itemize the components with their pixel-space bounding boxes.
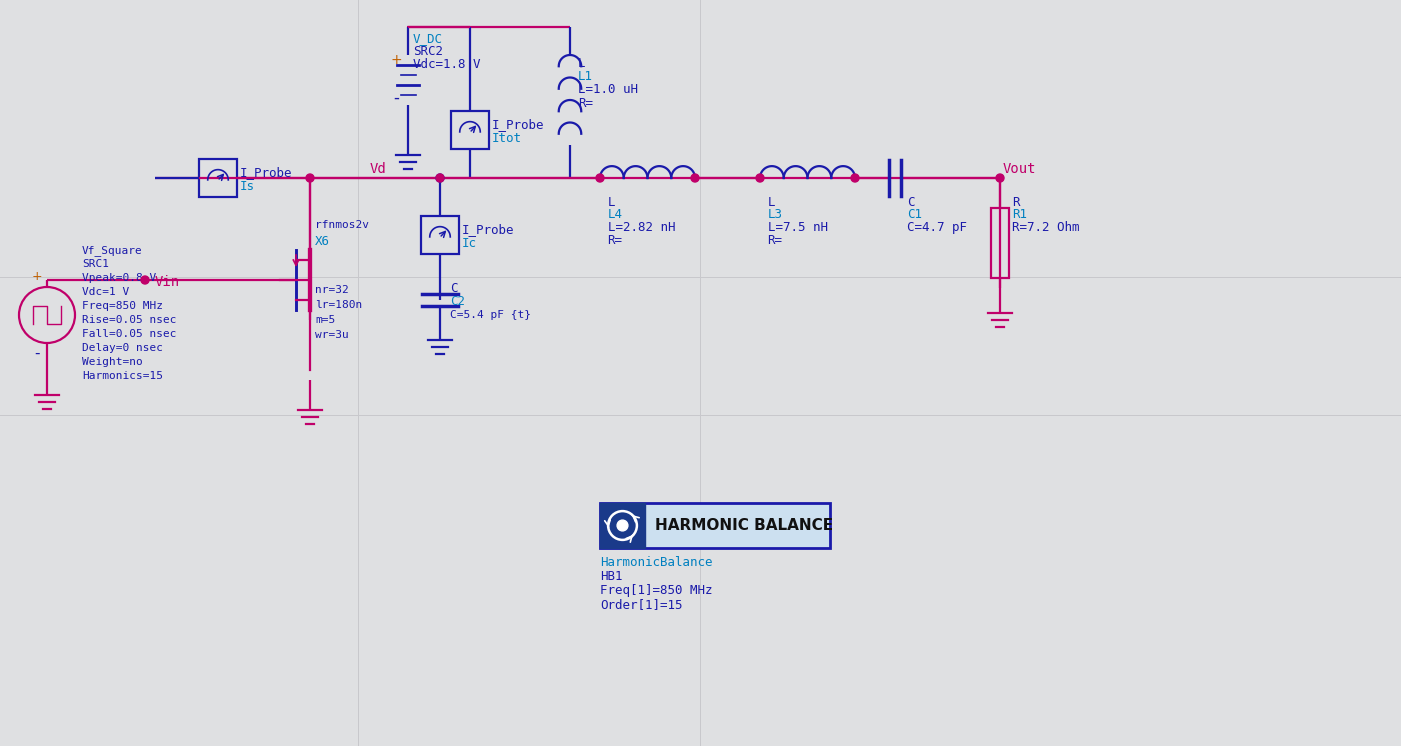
Text: C2: C2 bbox=[450, 295, 465, 308]
Text: Itot: Itot bbox=[492, 132, 523, 145]
Bar bbox=[420, 216, 460, 254]
Text: HarmonicBalance: HarmonicBalance bbox=[600, 556, 713, 569]
Bar bbox=[451, 111, 489, 149]
Text: L=1.0 uH: L=1.0 uH bbox=[579, 83, 637, 96]
Text: +: + bbox=[391, 53, 402, 67]
Text: nr=32: nr=32 bbox=[315, 285, 349, 295]
Text: L=2.82 nH: L=2.82 nH bbox=[608, 221, 675, 234]
Text: Fall=0.05 nsec: Fall=0.05 nsec bbox=[83, 329, 177, 339]
Text: lr=180n: lr=180n bbox=[315, 300, 363, 310]
Circle shape bbox=[616, 520, 628, 531]
Text: R: R bbox=[1012, 196, 1020, 209]
Text: m=5: m=5 bbox=[315, 315, 335, 325]
Text: Vin: Vin bbox=[156, 275, 181, 289]
Text: Delay=0 nsec: Delay=0 nsec bbox=[83, 343, 163, 353]
Text: L3: L3 bbox=[768, 208, 783, 221]
Text: C=5.4 pF {t}: C=5.4 pF {t} bbox=[450, 310, 531, 320]
Text: SRC1: SRC1 bbox=[83, 259, 109, 269]
Circle shape bbox=[850, 174, 859, 182]
Bar bbox=[600, 503, 644, 548]
Bar bbox=[199, 159, 237, 197]
Text: I_Probe: I_Probe bbox=[240, 166, 293, 179]
Text: Rise=0.05 nsec: Rise=0.05 nsec bbox=[83, 315, 177, 325]
Text: Is: Is bbox=[240, 180, 255, 193]
Text: C: C bbox=[450, 282, 458, 295]
Text: Freq=850 MHz: Freq=850 MHz bbox=[83, 301, 163, 311]
Text: Vpeak=0.8 V: Vpeak=0.8 V bbox=[83, 273, 157, 283]
Circle shape bbox=[996, 174, 1005, 182]
Text: -: - bbox=[34, 345, 39, 360]
Text: HARMONIC BALANCE: HARMONIC BALANCE bbox=[656, 518, 834, 533]
Text: L4: L4 bbox=[608, 208, 622, 221]
Text: C: C bbox=[906, 196, 915, 209]
Circle shape bbox=[757, 174, 764, 182]
Text: Harmonics=15: Harmonics=15 bbox=[83, 371, 163, 381]
Text: Vout: Vout bbox=[1003, 162, 1037, 176]
Bar bbox=[991, 208, 1009, 278]
Text: R=: R= bbox=[608, 234, 622, 247]
Bar bbox=[600, 503, 829, 548]
Text: Vf_Square: Vf_Square bbox=[83, 245, 143, 256]
Text: V_DC: V_DC bbox=[413, 32, 443, 45]
Text: Vdc=1.8 V: Vdc=1.8 V bbox=[413, 58, 481, 71]
Text: X6: X6 bbox=[315, 235, 331, 248]
Text: C1: C1 bbox=[906, 208, 922, 221]
Circle shape bbox=[691, 174, 699, 182]
Text: Freq[1]=850 MHz: Freq[1]=850 MHz bbox=[600, 584, 713, 597]
Circle shape bbox=[436, 174, 444, 182]
Text: R=: R= bbox=[579, 97, 593, 110]
Text: -: - bbox=[394, 89, 399, 107]
Text: I_Probe: I_Probe bbox=[492, 118, 545, 131]
Text: R=: R= bbox=[768, 234, 783, 247]
Text: R1: R1 bbox=[1012, 208, 1027, 221]
Text: L: L bbox=[768, 196, 775, 209]
Text: Vdc=1 V: Vdc=1 V bbox=[83, 287, 129, 297]
Text: I_Probe: I_Probe bbox=[462, 223, 514, 236]
Text: L: L bbox=[579, 57, 586, 70]
Text: L=7.5 nH: L=7.5 nH bbox=[768, 221, 828, 234]
Text: SRC2: SRC2 bbox=[413, 45, 443, 58]
Circle shape bbox=[142, 276, 149, 284]
Text: Order[1]=15: Order[1]=15 bbox=[600, 598, 682, 611]
Text: R=7.2 Ohm: R=7.2 Ohm bbox=[1012, 221, 1080, 234]
Text: Vd: Vd bbox=[370, 162, 387, 176]
Circle shape bbox=[595, 174, 604, 182]
Text: L: L bbox=[608, 196, 615, 209]
Text: rfnmos2v: rfnmos2v bbox=[315, 220, 368, 230]
Text: L1: L1 bbox=[579, 70, 593, 83]
Circle shape bbox=[436, 174, 444, 182]
Text: Weight=no: Weight=no bbox=[83, 357, 143, 367]
Text: +: + bbox=[32, 271, 42, 283]
Text: HB1: HB1 bbox=[600, 570, 622, 583]
Text: C=4.7 pF: C=4.7 pF bbox=[906, 221, 967, 234]
Circle shape bbox=[305, 174, 314, 182]
Text: wr=3u: wr=3u bbox=[315, 330, 349, 340]
Text: Ic: Ic bbox=[462, 237, 476, 250]
